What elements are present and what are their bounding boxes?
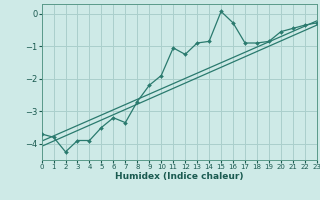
X-axis label: Humidex (Indice chaleur): Humidex (Indice chaleur) [115, 172, 244, 181]
